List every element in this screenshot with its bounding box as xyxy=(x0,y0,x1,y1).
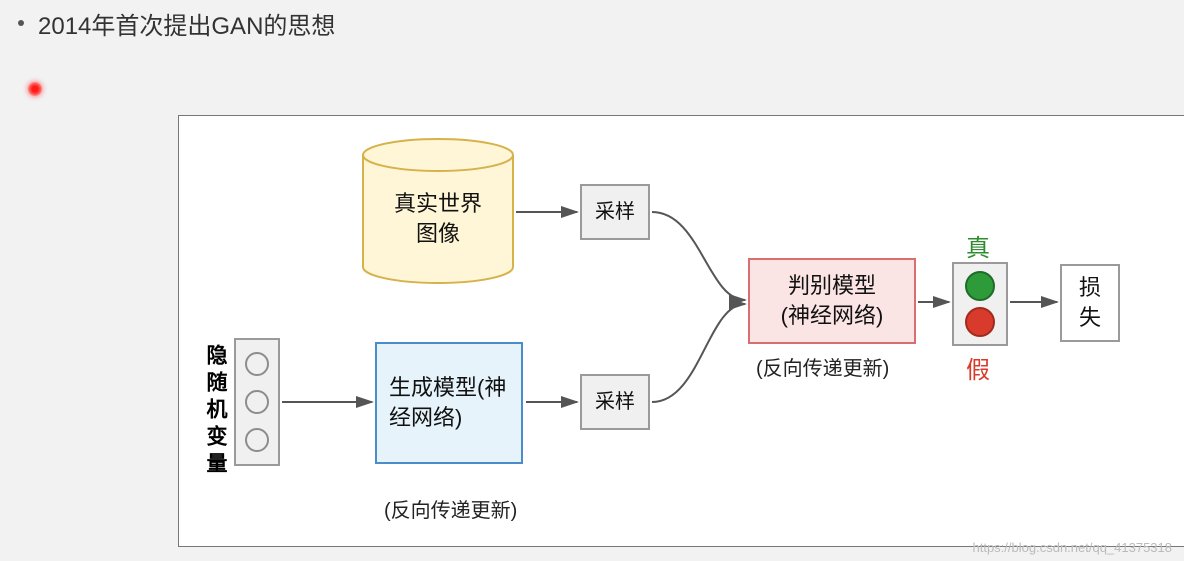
discriminator-node: 判别模型 (神经网络) xyxy=(748,258,916,344)
true-false-node xyxy=(952,262,1008,346)
false-label: 假 xyxy=(966,350,990,385)
slide: { "title": { "text": "2014年首次提出GAN的思想", … xyxy=(0,0,1184,561)
discriminator-caption: (反向传递更新) xyxy=(756,352,889,381)
real-world-line1: 真实世界 xyxy=(394,189,482,219)
laser-pointer-icon xyxy=(28,82,42,96)
generator-node: 生成模型(神经网络) xyxy=(375,342,523,464)
discriminator-line1: 判别模型 xyxy=(781,271,884,301)
diagram-canvas xyxy=(178,115,1184,547)
latent-variable-node xyxy=(234,338,280,466)
sample-top-node: 采样 xyxy=(580,184,650,240)
sample-bottom-node: 采样 xyxy=(580,374,650,430)
slide-title: 2014年首次提出GAN的思想 xyxy=(38,6,335,41)
latent-variable-label: 隐随机变量 xyxy=(200,344,230,479)
real-world-label: 真实世界 图像 xyxy=(363,171,513,267)
loss-node: 损 失 xyxy=(1060,264,1120,342)
discriminator-line2: (神经网络) xyxy=(781,301,884,331)
loss-line2: 失 xyxy=(1079,303,1101,333)
true-label: 真 xyxy=(966,228,990,263)
generator-caption: (反向传递更新) xyxy=(384,494,517,523)
real-world-line2: 图像 xyxy=(394,219,482,249)
watermark: https://blog.csdn.net/qq_41375318 xyxy=(973,540,1173,555)
bullet-dot xyxy=(18,20,24,26)
loss-line1: 损 xyxy=(1079,273,1101,303)
